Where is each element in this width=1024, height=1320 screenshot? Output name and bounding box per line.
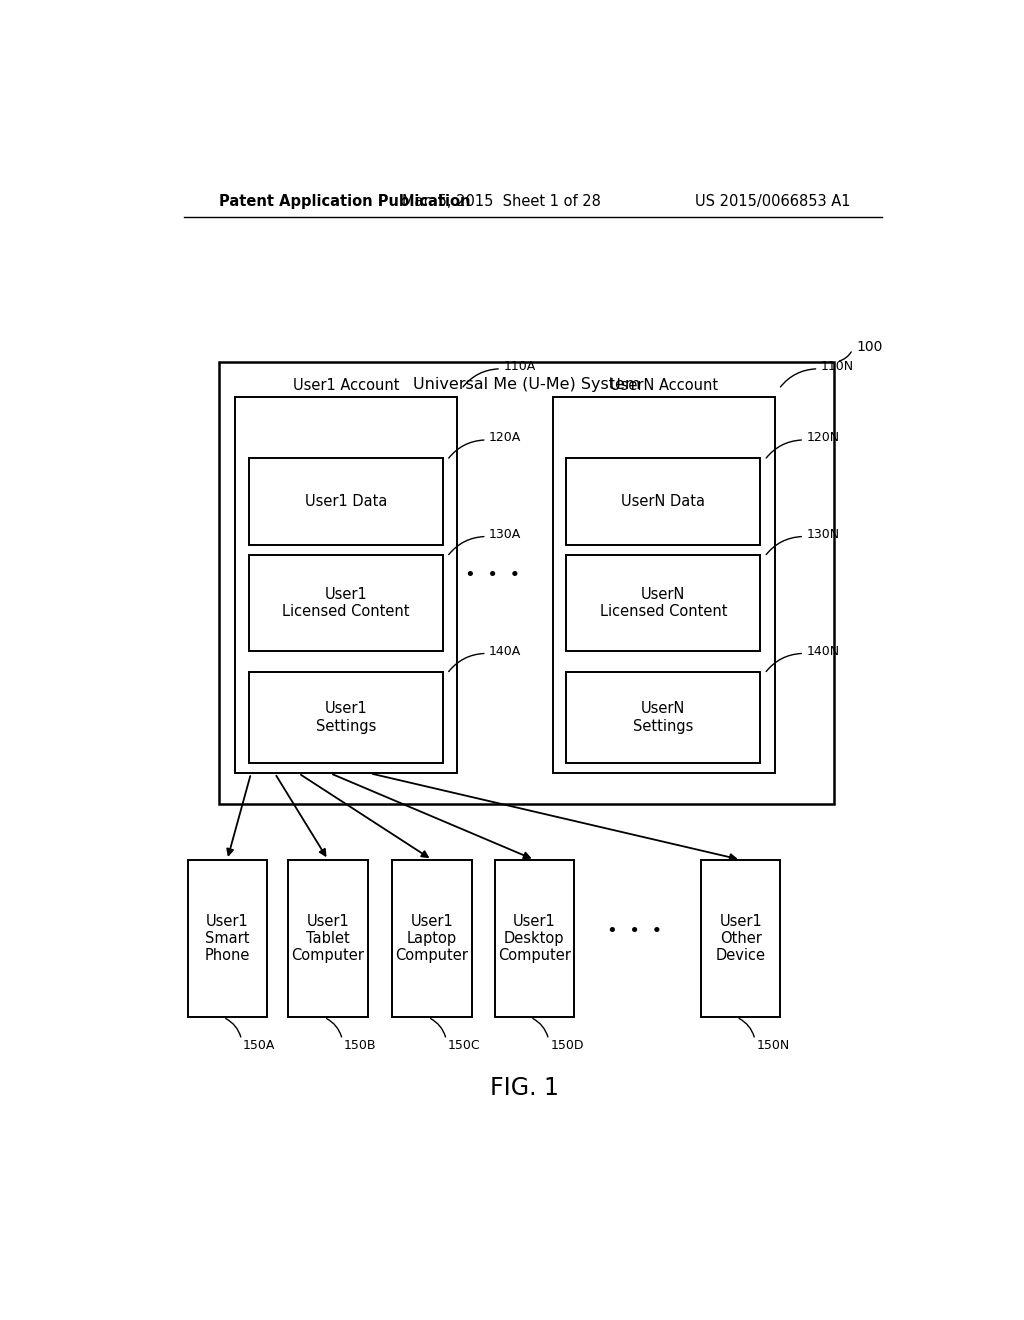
Bar bbox=[566, 458, 761, 545]
Text: 150N: 150N bbox=[757, 1039, 790, 1052]
Bar bbox=[249, 554, 443, 651]
Bar bbox=[219, 362, 835, 804]
Text: User1
Other
Device: User1 Other Device bbox=[716, 913, 766, 964]
Text: 130A: 130A bbox=[489, 528, 521, 541]
Text: User1
Smart
Phone: User1 Smart Phone bbox=[205, 913, 250, 964]
Text: Universal Me (U-Me) System: Universal Me (U-Me) System bbox=[413, 376, 641, 392]
Bar bbox=[495, 859, 574, 1018]
Text: 110N: 110N bbox=[821, 360, 854, 374]
Text: 130N: 130N bbox=[807, 528, 840, 541]
Text: 150A: 150A bbox=[243, 1039, 275, 1052]
Bar bbox=[187, 859, 267, 1018]
Text: 120A: 120A bbox=[489, 432, 521, 445]
Text: User1
Tablet
Computer: User1 Tablet Computer bbox=[292, 913, 365, 964]
Text: Patent Application Publication: Patent Application Publication bbox=[219, 194, 471, 209]
Text: UserN
Licensed Content: UserN Licensed Content bbox=[599, 587, 727, 619]
Bar bbox=[566, 672, 761, 763]
Text: User1 Data: User1 Data bbox=[305, 494, 387, 510]
Text: FIG. 1: FIG. 1 bbox=[490, 1076, 559, 1101]
Bar bbox=[566, 554, 761, 651]
Bar bbox=[236, 397, 458, 774]
Text: User1
Licensed Content: User1 Licensed Content bbox=[282, 587, 410, 619]
Bar bbox=[249, 458, 443, 545]
Text: 150C: 150C bbox=[447, 1039, 480, 1052]
Text: UserN
Settings: UserN Settings bbox=[633, 701, 693, 734]
Text: 140A: 140A bbox=[489, 645, 521, 657]
Text: 150B: 150B bbox=[344, 1039, 377, 1052]
Text: User1
Laptop
Computer: User1 Laptop Computer bbox=[395, 913, 468, 964]
Bar bbox=[289, 859, 368, 1018]
Bar bbox=[249, 672, 443, 763]
Text: 140N: 140N bbox=[807, 645, 840, 657]
Text: 100: 100 bbox=[856, 341, 883, 355]
Text: UserN Data: UserN Data bbox=[622, 494, 706, 510]
Bar bbox=[392, 859, 472, 1018]
Text: •  •  •: • • • bbox=[606, 921, 662, 940]
Text: 120N: 120N bbox=[807, 432, 840, 445]
Text: 110A: 110A bbox=[504, 360, 536, 374]
Bar bbox=[701, 859, 780, 1018]
Text: Mar. 5, 2015  Sheet 1 of 28: Mar. 5, 2015 Sheet 1 of 28 bbox=[401, 194, 600, 209]
Text: User1
Desktop
Computer: User1 Desktop Computer bbox=[498, 913, 570, 964]
Text: User1 Account: User1 Account bbox=[293, 378, 399, 392]
Text: •  •  •: • • • bbox=[466, 566, 520, 585]
Bar bbox=[553, 397, 775, 774]
Text: User1
Settings: User1 Settings bbox=[315, 701, 376, 734]
Text: 150D: 150D bbox=[550, 1039, 584, 1052]
Text: US 2015/0066853 A1: US 2015/0066853 A1 bbox=[694, 194, 850, 209]
Text: UserN Account: UserN Account bbox=[609, 378, 718, 392]
